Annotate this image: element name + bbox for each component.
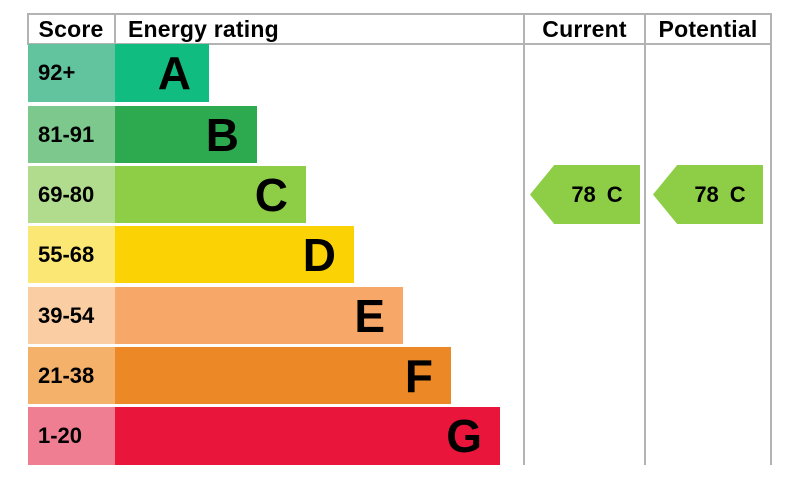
score-range-cell: 81-91 — [28, 106, 115, 163]
energy-rating-column-header: Energy rating — [128, 15, 279, 42]
current-column-divider — [523, 13, 525, 465]
rating-band-bar: A — [115, 44, 209, 102]
score-range-cell: 55-68 — [28, 226, 115, 283]
table-right-border — [770, 13, 772, 465]
rating-band-bar: B — [115, 106, 257, 163]
current-column-header: Current — [542, 15, 627, 42]
score-range-cell: 1-20 — [28, 407, 115, 465]
potential-column-header: Potential — [658, 15, 758, 42]
table-left-border — [27, 13, 29, 45]
score-column-divider — [114, 13, 116, 45]
score-range-cell: 92+ — [28, 44, 115, 102]
rating-band-bar: C — [115, 166, 306, 223]
header-bottom-border — [27, 43, 772, 45]
rating-band-bar: E — [115, 287, 403, 344]
potential-rating-band-letter: C — [729, 181, 746, 207]
current-rating-band-letter: C — [606, 181, 623, 207]
rating-band-bar: G — [115, 407, 500, 465]
potential-rating-value: 78 — [694, 181, 719, 207]
current-rating-arrow: 78 C — [530, 165, 640, 224]
rating-band-bar: D — [115, 226, 354, 283]
rating-band-bar: F — [115, 347, 451, 404]
potential-column-divider — [644, 13, 646, 465]
potential-rating-arrow: 78 C — [653, 165, 763, 224]
score-column-header: Score — [38, 15, 104, 42]
score-range-cell: 21-38 — [28, 347, 115, 404]
table-top-border — [27, 13, 772, 15]
score-range-cell: 69-80 — [28, 166, 115, 223]
score-range-cell: 39-54 — [28, 287, 115, 344]
current-rating-value: 78 — [571, 181, 596, 207]
